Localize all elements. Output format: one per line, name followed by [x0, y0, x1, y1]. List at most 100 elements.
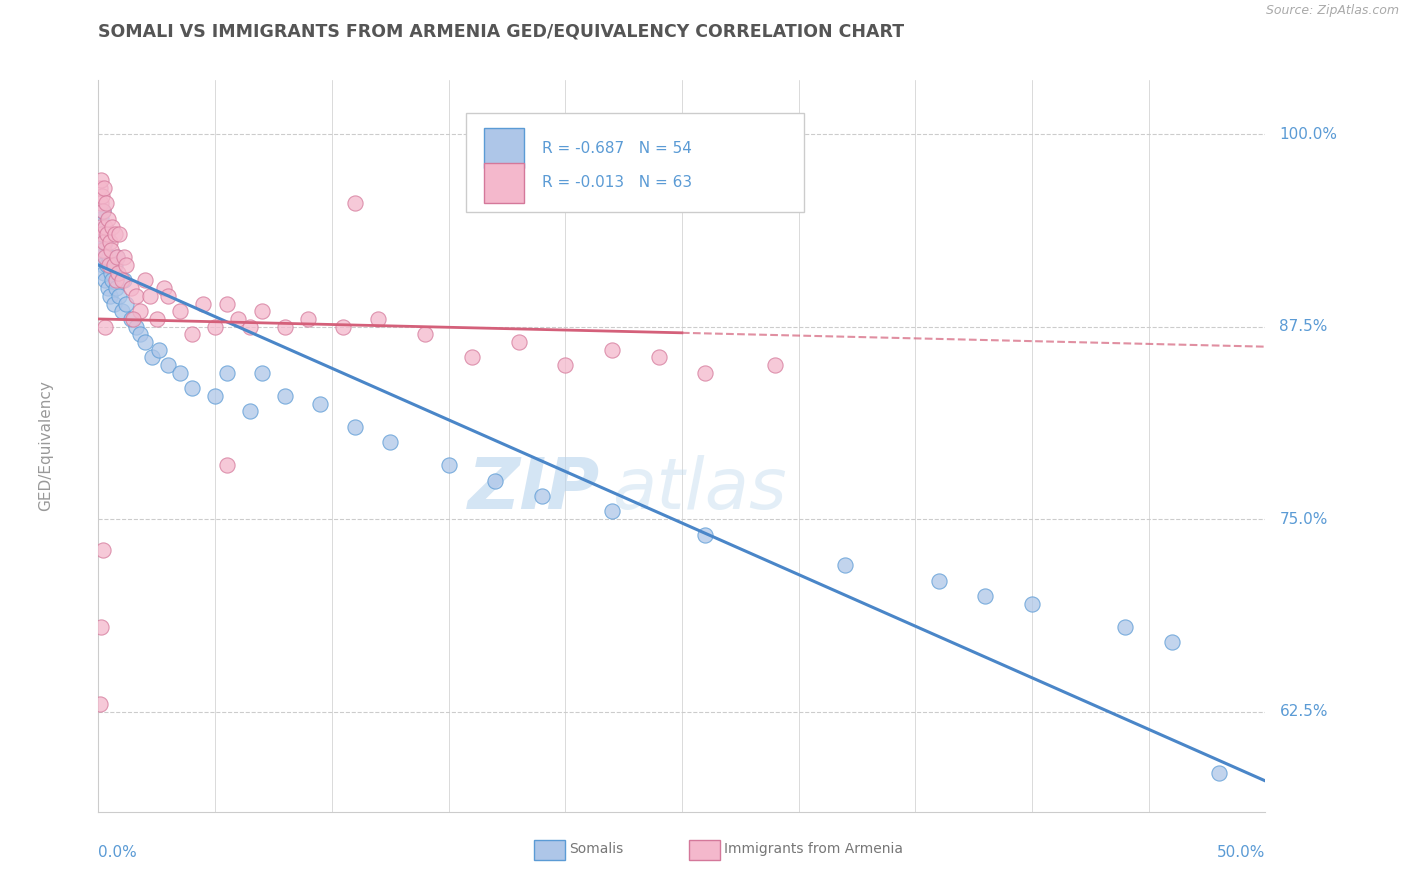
Point	[89, 697, 111, 711]
Point	[309, 397, 332, 411]
Point	[104, 273, 127, 287]
Text: R = -0.013   N = 63: R = -0.013 N = 63	[541, 175, 692, 190]
Point	[101, 273, 124, 287]
Point	[104, 281, 127, 295]
Point	[215, 296, 238, 310]
Point	[344, 196, 367, 211]
Text: 100.0%: 100.0%	[1279, 127, 1337, 142]
Point	[125, 319, 148, 334]
Point	[928, 574, 950, 588]
Point	[103, 296, 125, 310]
Point	[1161, 635, 1184, 649]
Point	[120, 281, 142, 295]
Text: GED/Equivalency: GED/Equivalency	[38, 381, 53, 511]
Point	[89, 235, 111, 249]
Point	[97, 281, 120, 295]
Point	[834, 558, 856, 573]
Point	[112, 273, 135, 287]
Point	[90, 173, 112, 187]
Point	[91, 543, 114, 558]
Point	[93, 243, 115, 257]
Point	[122, 312, 145, 326]
Point	[111, 273, 134, 287]
Point	[274, 389, 297, 403]
Point	[152, 281, 174, 295]
Point	[94, 273, 117, 287]
Point	[1021, 597, 1043, 611]
FancyBboxPatch shape	[484, 128, 524, 169]
Point	[103, 258, 125, 272]
Point	[108, 227, 131, 242]
Point	[107, 266, 129, 280]
Point	[250, 366, 273, 380]
Point	[94, 235, 117, 249]
Point	[228, 312, 250, 326]
Point	[413, 327, 436, 342]
Point	[148, 343, 170, 357]
Text: atlas: atlas	[612, 456, 786, 524]
Point	[104, 258, 127, 272]
Point	[91, 188, 114, 202]
Text: Immigrants from Armenia: Immigrants from Armenia	[724, 842, 903, 856]
Point	[89, 243, 111, 257]
Point	[101, 219, 124, 234]
Point	[141, 351, 163, 365]
Text: 62.5%: 62.5%	[1279, 704, 1327, 719]
Point	[98, 235, 121, 249]
Point	[215, 366, 238, 380]
Text: ZIP: ZIP	[468, 456, 600, 524]
Point	[129, 304, 152, 318]
Point	[120, 312, 142, 326]
Point	[90, 227, 112, 242]
Point	[94, 319, 117, 334]
Point	[484, 474, 506, 488]
Point	[146, 312, 169, 326]
Point	[437, 458, 460, 473]
Point	[695, 366, 717, 380]
Point	[100, 266, 122, 280]
FancyBboxPatch shape	[484, 162, 524, 202]
Text: Source: ZipAtlas.com: Source: ZipAtlas.com	[1265, 4, 1399, 18]
Point	[139, 289, 162, 303]
Point	[105, 251, 128, 265]
Point	[239, 404, 262, 418]
Point	[134, 273, 156, 287]
Point	[94, 196, 117, 211]
Text: 50.0%: 50.0%	[1218, 845, 1265, 860]
Point	[180, 381, 202, 395]
Point	[96, 227, 118, 242]
Point	[90, 196, 112, 211]
Point	[96, 258, 118, 272]
Point	[90, 251, 112, 265]
Point	[94, 219, 117, 234]
Point	[129, 327, 152, 342]
Point	[169, 366, 191, 380]
Point	[508, 334, 530, 349]
Point	[332, 319, 354, 334]
Point	[115, 296, 138, 310]
Point	[125, 289, 148, 303]
Point	[378, 435, 402, 450]
Text: 87.5%: 87.5%	[1279, 319, 1327, 334]
Point	[297, 312, 319, 326]
Point	[91, 243, 114, 257]
Point	[105, 251, 128, 265]
Point	[89, 219, 111, 234]
FancyBboxPatch shape	[465, 113, 804, 212]
Point	[115, 258, 138, 272]
Point	[600, 343, 623, 357]
Point	[215, 458, 238, 473]
Point	[344, 419, 367, 434]
Point	[169, 304, 191, 318]
Point	[600, 504, 623, 518]
Point	[461, 351, 484, 365]
Point	[100, 243, 122, 257]
Point	[1208, 766, 1230, 780]
Point	[98, 289, 121, 303]
Point	[104, 227, 127, 242]
Point	[90, 211, 112, 226]
Point	[90, 227, 112, 242]
Text: 0.0%: 0.0%	[98, 845, 138, 860]
Point	[97, 251, 120, 265]
Point	[94, 251, 117, 265]
